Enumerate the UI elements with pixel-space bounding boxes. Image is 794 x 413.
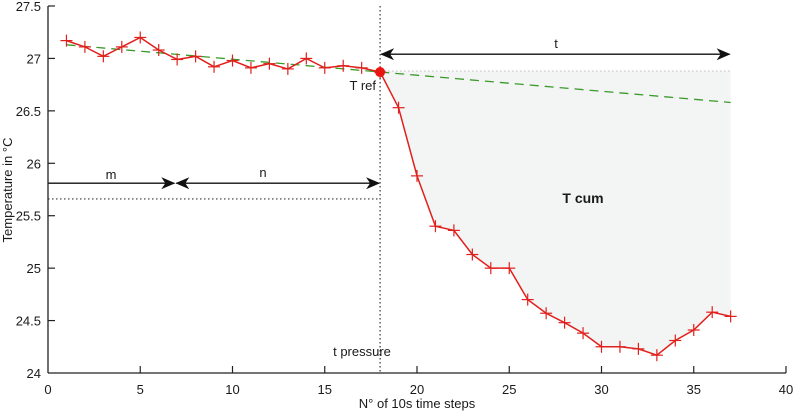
- plus-marker-icon: [281, 62, 294, 75]
- plus-marker-icon: [208, 60, 221, 73]
- plus-marker-icon: [263, 57, 276, 70]
- t-label: t: [554, 36, 558, 51]
- plus-marker-icon: [337, 59, 350, 72]
- y-tick-label: 27: [27, 51, 41, 66]
- plus-marker-icon: [78, 40, 91, 53]
- plus-marker-icon: [244, 61, 257, 74]
- plus-marker-icon: [392, 101, 405, 114]
- m-label: m: [106, 167, 117, 182]
- x-tick-label: 10: [225, 382, 239, 397]
- plus-marker-icon: [595, 340, 608, 353]
- plus-marker-icon: [503, 262, 516, 275]
- x-tick-label: 30: [594, 382, 608, 397]
- annotations: [48, 48, 731, 190]
- x-tick-label: 40: [779, 382, 793, 397]
- plus-marker-icon: [115, 40, 128, 53]
- plus-marker-icon: [300, 52, 313, 65]
- t-ref-label: T ref: [350, 78, 377, 93]
- x-tick-label: 15: [318, 382, 332, 397]
- cumulative-area-fill: [380, 71, 731, 356]
- temperature-series: [60, 31, 737, 362]
- plus-marker-icon: [521, 293, 534, 306]
- t-ref-point: [375, 67, 386, 78]
- plus-marker-icon: [152, 44, 165, 57]
- plus-marker-icon: [134, 31, 147, 44]
- plus-marker-icon: [558, 316, 571, 329]
- x-tick-label: 25: [502, 382, 516, 397]
- plus-marker-icon: [669, 334, 682, 347]
- y-tick-label: 25.5: [16, 209, 41, 224]
- x-tick-label: 5: [137, 382, 144, 397]
- plus-marker-icon: [171, 53, 184, 66]
- x-axis-label: N° of 10s time steps: [359, 396, 476, 411]
- x-tick-label: 35: [687, 382, 701, 397]
- plus-marker-icon: [60, 34, 73, 47]
- plus-marker-icon: [724, 310, 737, 323]
- y-tick-label: 27.5: [16, 0, 41, 14]
- plus-marker-icon: [429, 220, 442, 233]
- axes: 0 5 10 15 20 25 30 35 40 24 24.5 25 25.5 26 26.5 27 27.5: [16, 0, 794, 397]
- y-tick-label: 26.5: [16, 104, 41, 119]
- plus-marker-icon: [706, 306, 719, 319]
- plus-marker-icon: [318, 61, 331, 74]
- y-tick-label: 24: [27, 366, 41, 381]
- plus-marker-icon: [632, 342, 645, 355]
- plus-marker-icon: [226, 54, 239, 67]
- n-label: n: [259, 165, 266, 180]
- y-tick-label: 24.5: [16, 314, 41, 329]
- plus-marker-icon: [411, 169, 423, 182]
- x-tick-label: 0: [44, 382, 51, 397]
- plus-marker-icon: [577, 327, 590, 340]
- y-tick-label: 26: [27, 156, 41, 171]
- t-pressure-label: t pressure: [333, 344, 391, 359]
- y-tick-label: 25: [27, 261, 41, 276]
- plus-marker-icon: [189, 50, 202, 63]
- plus-marker-icon: [355, 61, 368, 74]
- plus-marker-icon: [97, 50, 110, 63]
- plus-marker-icon: [687, 324, 700, 337]
- plus-marker-icon: [466, 248, 479, 261]
- plus-marker-icon: [540, 307, 553, 320]
- x-tick-label: 20: [410, 382, 424, 397]
- plus-marker-icon: [613, 340, 626, 353]
- t-cum-area: [380, 71, 731, 356]
- y-axis-label: Temperature in °C: [0, 138, 15, 243]
- plus-marker-icon: [484, 262, 497, 275]
- plus-marker-icon: [447, 224, 460, 237]
- t-cum-label: T cum: [562, 190, 603, 206]
- plus-marker-icon: [650, 349, 663, 362]
